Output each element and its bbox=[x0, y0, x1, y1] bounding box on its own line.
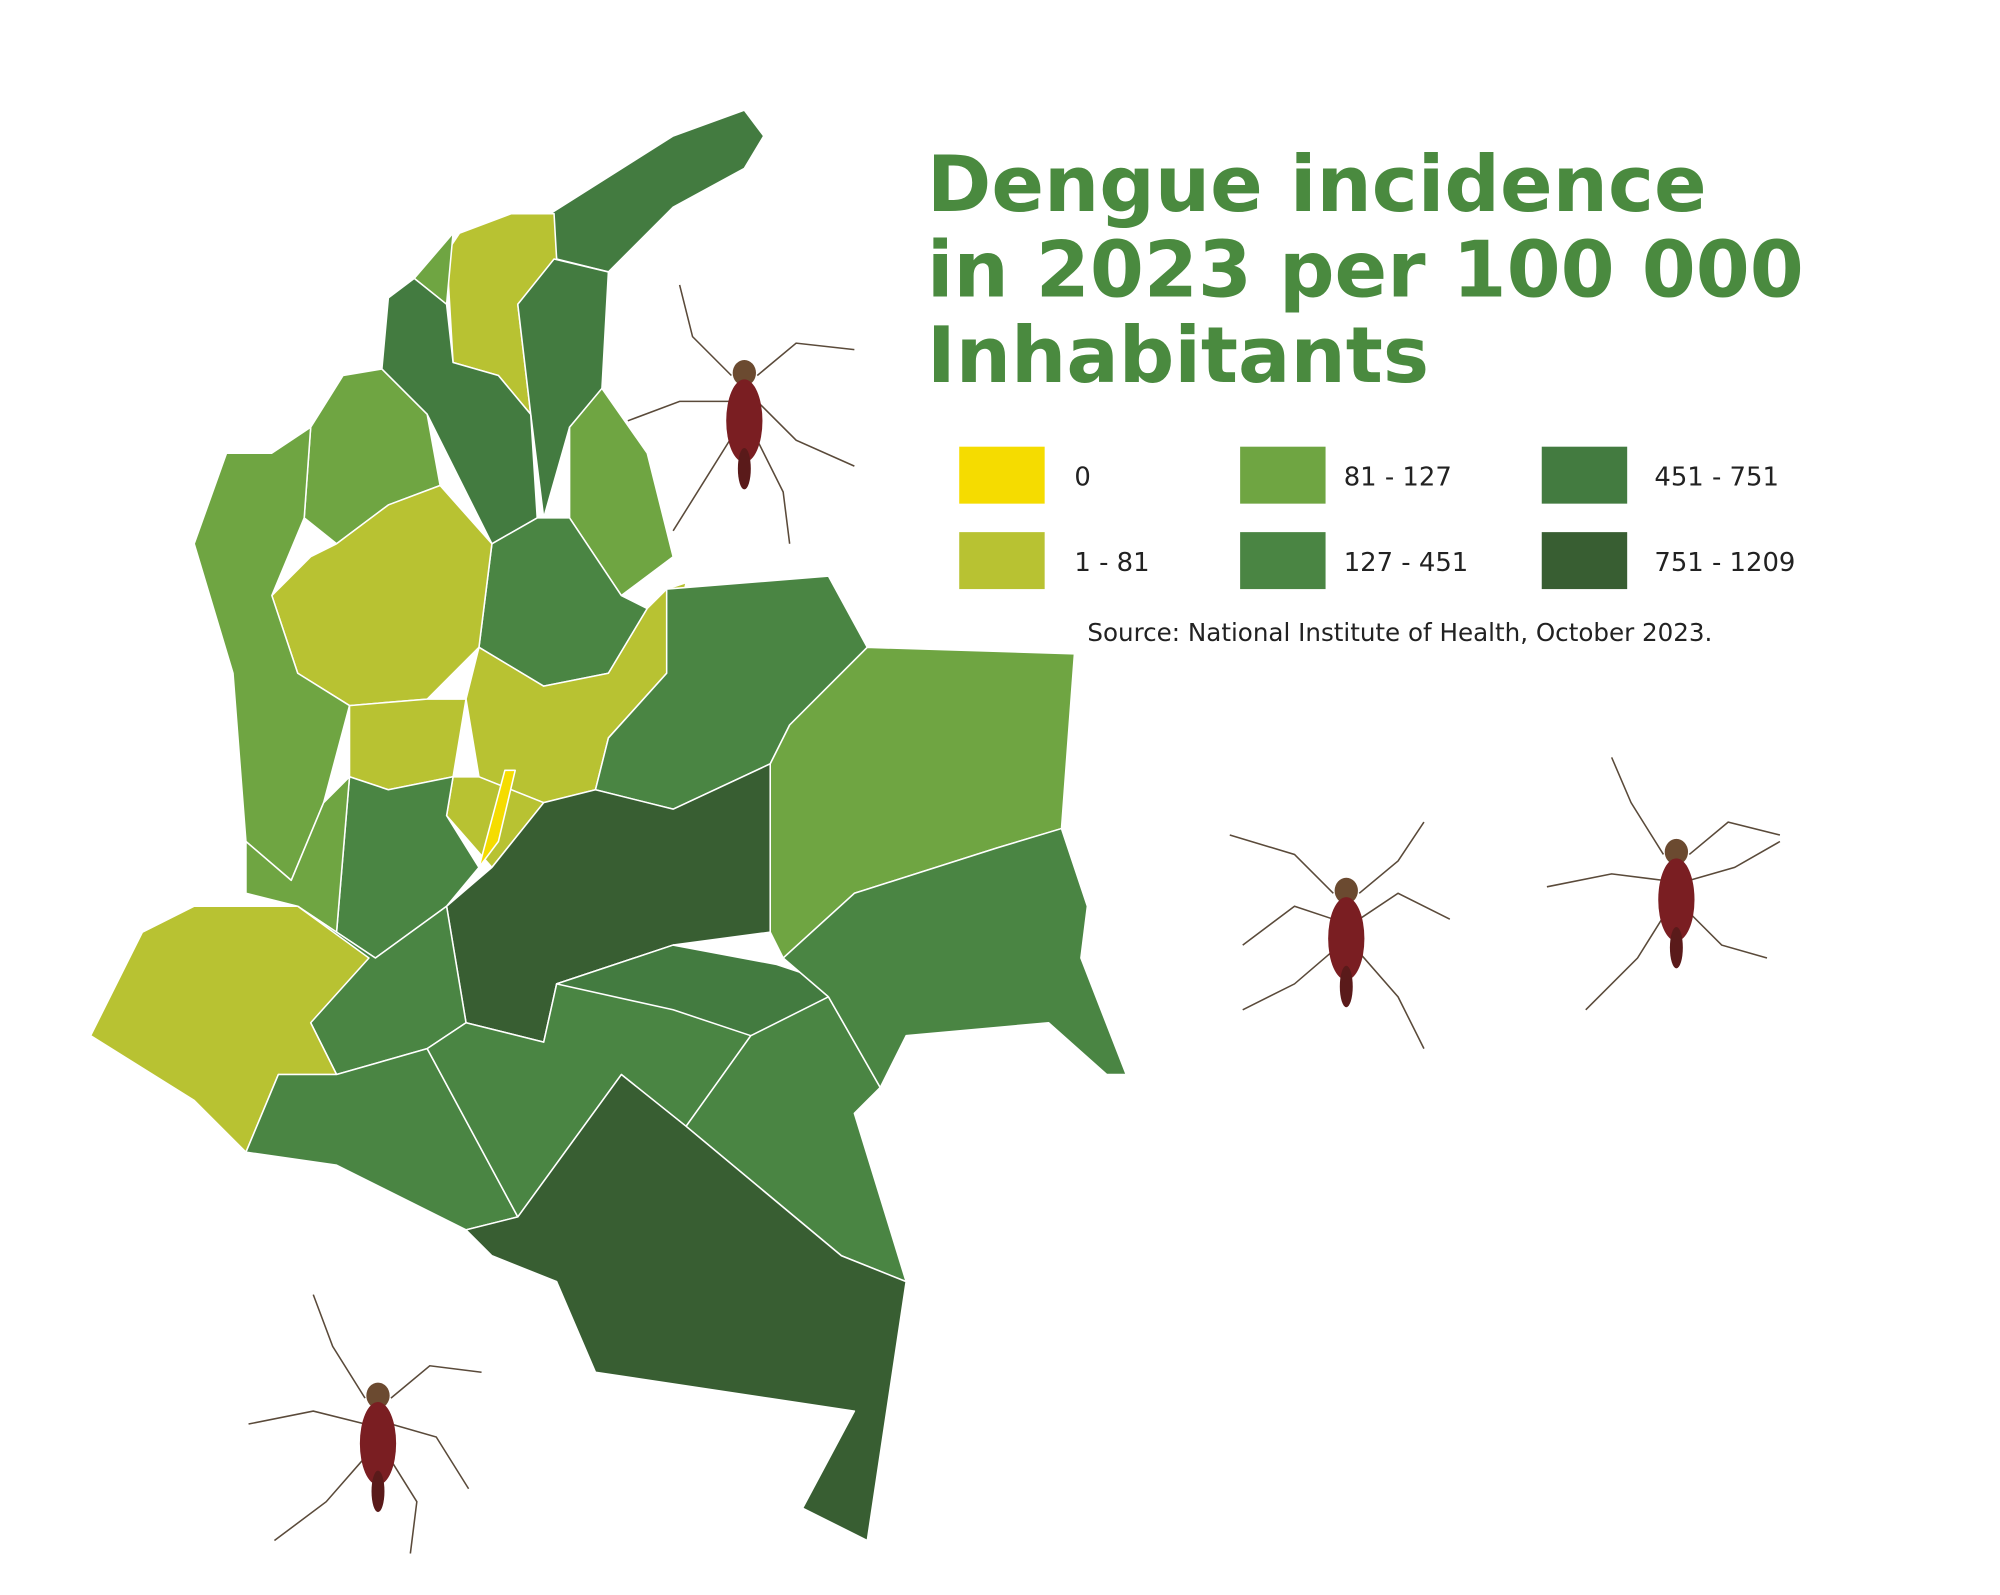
region bbox=[465, 1073, 907, 1542]
region bbox=[782, 827, 1127, 1089]
legend-swatch bbox=[1240, 446, 1326, 504]
legend: 0 1 - 81 81 - 127 127 - 451 451 - 751 751 - 1… bbox=[959, 446, 1795, 590]
title-line: Inhabitants bbox=[927, 311, 1429, 401]
legend-swatch bbox=[1541, 446, 1628, 504]
mosquito-icon bbox=[1229, 821, 1451, 1049]
legend-label: 127 - 451 bbox=[1344, 548, 1469, 578]
region bbox=[348, 698, 467, 791]
legend-label: 81 - 127 bbox=[1344, 463, 1452, 493]
title-line: Dengue incidence bbox=[927, 140, 1707, 230]
legend-swatch bbox=[1541, 532, 1628, 590]
legend-swatch bbox=[959, 446, 1045, 504]
title: Dengue incidence in 2023 per 100 000 Inh… bbox=[927, 140, 1804, 401]
title-line: in 2023 per 100 000 bbox=[927, 226, 1804, 316]
mosquito-icon bbox=[1546, 757, 1781, 1011]
legend-label: 751 - 1209 bbox=[1654, 548, 1795, 578]
legend-swatch bbox=[1240, 532, 1326, 590]
legend-swatch bbox=[959, 532, 1045, 590]
mosquito-icon bbox=[248, 1294, 482, 1554]
region bbox=[89, 905, 370, 1153]
mosquito-icon bbox=[627, 284, 855, 544]
mosquitoes bbox=[248, 284, 1781, 1554]
legend-label: 0 bbox=[1074, 463, 1090, 493]
legend-label: 1 - 81 bbox=[1074, 548, 1149, 578]
region bbox=[478, 769, 516, 869]
map bbox=[89, 109, 1127, 1542]
region bbox=[517, 258, 610, 519]
source-note: Source: National Institute of Health, Oc… bbox=[1087, 618, 1712, 647]
region bbox=[245, 776, 351, 933]
legend-label: 451 - 751 bbox=[1654, 463, 1779, 493]
